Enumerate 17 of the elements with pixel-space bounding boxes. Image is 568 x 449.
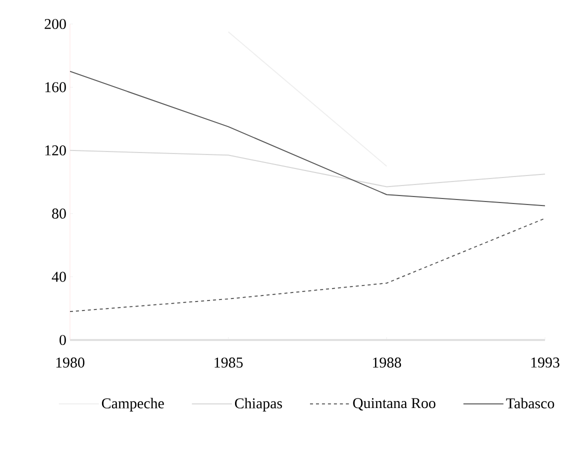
y-tick-label: 40 <box>52 272 66 282</box>
legend-label: Quintana Roo <box>353 398 436 410</box>
legend-label: Campeche <box>102 398 164 412</box>
x-tick-label: 1993 <box>531 358 560 368</box>
line-series <box>70 218 546 312</box>
legend-label: Tabasco <box>506 398 554 408</box>
y-tick-label: 80 <box>52 208 66 219</box>
y-tick-label: 200 <box>44 18 66 30</box>
y-tick-label: 120 <box>45 145 66 156</box>
y-tick-label: 0 <box>60 334 66 346</box>
y-tick-label: 160 <box>45 82 66 92</box>
x-tick-label: 1980 <box>56 358 84 368</box>
legend-label: Chiapas <box>234 398 282 412</box>
x-tick-label: 1985 <box>214 358 243 368</box>
line-series <box>70 150 546 188</box>
x-tick-label: 1988 <box>373 358 402 368</box>
line-series <box>70 70 546 206</box>
